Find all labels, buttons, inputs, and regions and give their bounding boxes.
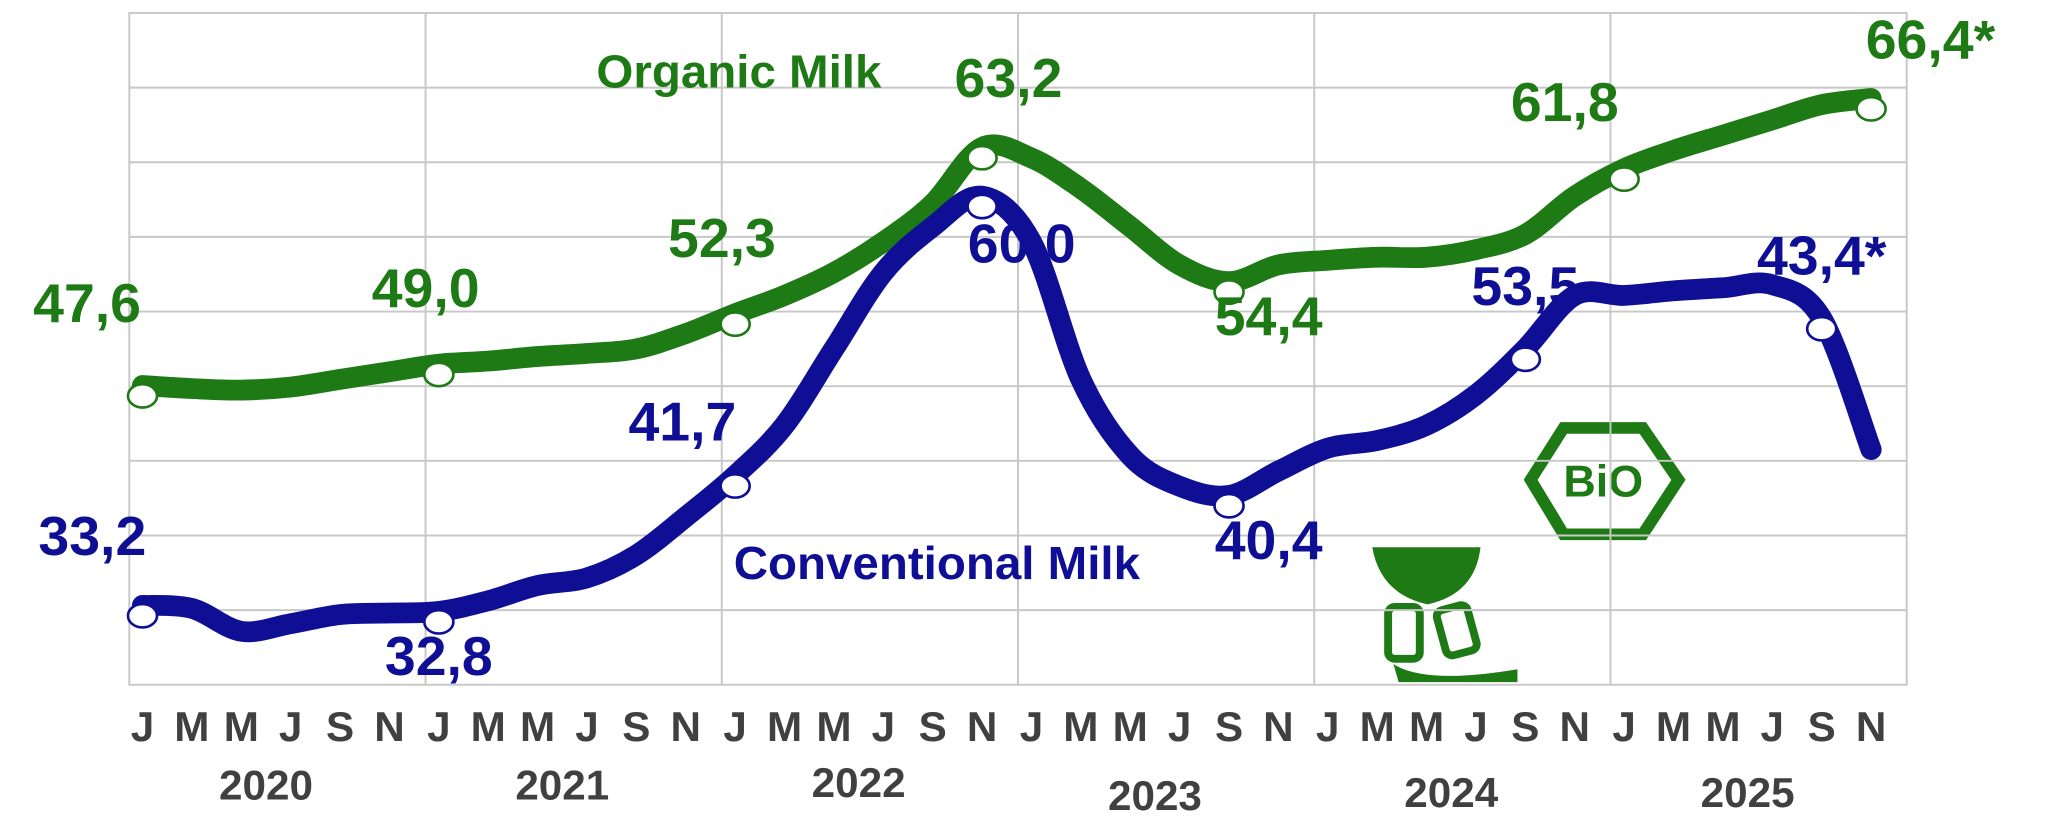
x-tick-label: S — [919, 703, 947, 750]
value-label: 52,3 — [668, 207, 776, 268]
x-tick-label: N — [1856, 703, 1886, 750]
x-tick-label: N — [671, 703, 701, 750]
x-tick-label: J — [1020, 703, 1043, 750]
year-label: 2023 — [1108, 772, 1202, 819]
x-tick-label: J — [575, 703, 598, 750]
value-label: 61,8 — [1511, 71, 1619, 132]
x-tick-label: S — [1511, 703, 1539, 750]
x-tick-label: S — [326, 703, 354, 750]
x-tick-label: J — [131, 703, 154, 750]
value-label: 49,0 — [372, 258, 480, 319]
x-tick-label: N — [374, 703, 404, 750]
year-label: 2021 — [515, 762, 609, 809]
point-marker — [721, 312, 750, 335]
series-name: Organic Milk — [596, 45, 882, 98]
point-marker — [721, 474, 750, 497]
x-tick-label: J — [1464, 703, 1487, 750]
year-label: 2024 — [1404, 770, 1499, 817]
x-tick-label: J — [1761, 703, 1784, 750]
x-tick-label: M — [1705, 703, 1740, 750]
value-label: 54,4 — [1215, 285, 1323, 346]
series-name: Conventional Milk — [734, 536, 1141, 589]
x-tick-label: M — [1360, 703, 1395, 750]
x-tick-label: J — [427, 703, 450, 750]
value-label: 40,4 — [1215, 510, 1323, 571]
x-tick-label: S — [1808, 703, 1836, 750]
x-tick-label: M — [816, 703, 851, 750]
point-marker — [1511, 348, 1540, 371]
x-tick-label: N — [1263, 703, 1293, 750]
x-tick-label: M — [1113, 703, 1148, 750]
x-tick-label: M — [174, 703, 209, 750]
value-label: 32,8 — [385, 626, 493, 687]
x-tick-label: J — [723, 703, 746, 750]
value-label: 41,7 — [628, 391, 736, 452]
x-tick-label: M — [1063, 703, 1098, 750]
value-label: 60,0 — [968, 213, 1076, 274]
x-tick-label: M — [1656, 703, 1691, 750]
x-tick-label: J — [1168, 703, 1191, 750]
x-tick-label: M — [1409, 703, 1444, 750]
point-marker — [968, 146, 997, 169]
x-tick-label: J — [1612, 703, 1635, 750]
point-marker — [1610, 167, 1639, 190]
year-label: 2022 — [812, 759, 906, 806]
value-label: 43,4* — [1757, 225, 1887, 286]
x-tick-label: J — [872, 703, 895, 750]
point-marker — [1857, 97, 1886, 120]
x-tick-label: M — [224, 703, 259, 750]
x-tick-label: J — [1316, 703, 1339, 750]
x-tick-label: N — [1559, 703, 1589, 750]
svg-text:BiO: BiO — [1563, 458, 1643, 507]
x-tick-label: J — [279, 703, 302, 750]
x-tick-label: N — [967, 703, 997, 750]
year-label: 2020 — [219, 762, 313, 809]
chart: BiO JMMJSNJMMJSNJMMJSNJMMJSNJMMJSNJMMJSN… — [0, 0, 2069, 830]
x-tick-label: M — [471, 703, 506, 750]
value-label: 63,2 — [955, 47, 1063, 108]
x-tick-label: M — [520, 703, 555, 750]
x-tick-label: M — [767, 703, 802, 750]
point-marker — [1807, 317, 1836, 340]
point-marker — [128, 604, 157, 627]
x-tick-label: S — [622, 703, 650, 750]
value-label: 47,6 — [33, 273, 141, 334]
value-label: 66,4* — [1866, 9, 1996, 70]
value-label: 33,2 — [38, 505, 146, 566]
point-marker — [128, 384, 157, 407]
value-label: 53,5 — [1471, 255, 1579, 316]
point-marker — [424, 363, 453, 386]
year-label: 2025 — [1701, 770, 1795, 817]
x-tick-label: S — [1215, 703, 1243, 750]
